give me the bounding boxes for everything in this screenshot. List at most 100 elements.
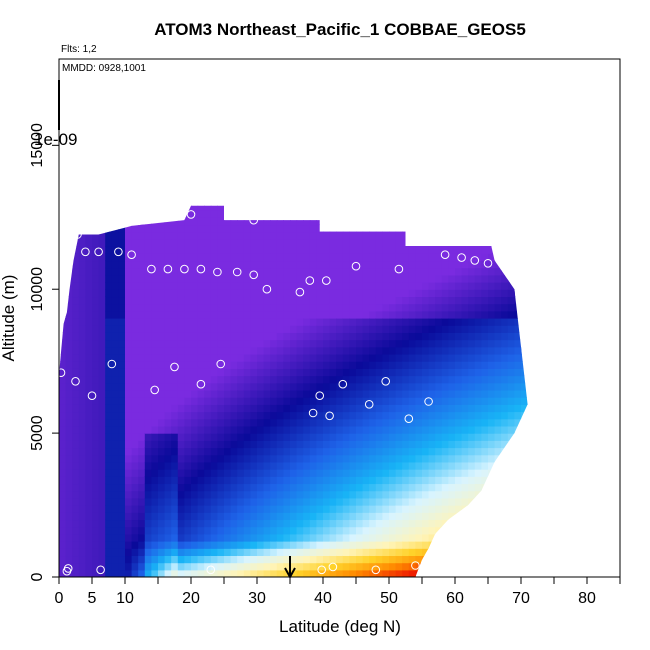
curtain-cell — [197, 418, 205, 427]
curtain-cell — [263, 296, 271, 305]
curtain-cell — [276, 519, 284, 528]
curtain-cell — [356, 274, 364, 283]
curtain-cell — [111, 375, 119, 384]
curtain-cell — [105, 519, 113, 528]
curtain-cell — [290, 361, 298, 369]
curtain-cell — [131, 497, 139, 506]
curtain-cell — [270, 526, 278, 535]
curtain-cell — [528, 325, 535, 333]
curtain-cell — [435, 253, 443, 262]
curtain-cell — [257, 555, 265, 564]
curtain-cell — [468, 246, 476, 254]
curtain-cell — [316, 346, 324, 355]
curtain-cell — [191, 353, 199, 362]
curtain-cell — [474, 325, 482, 333]
curtain-cell — [323, 519, 331, 528]
curtain-cell — [151, 440, 159, 449]
curtain-cell — [92, 425, 100, 434]
curtain-cell — [303, 217, 311, 226]
curtain-cell — [151, 454, 159, 463]
curtain-cell — [144, 260, 152, 269]
curtain-cell — [408, 476, 416, 485]
curtain-cell — [415, 274, 423, 283]
curtain-cell — [323, 260, 331, 269]
curtain-cell — [270, 382, 278, 391]
curtain-cell — [382, 217, 390, 226]
curtain-cell — [59, 282, 67, 290]
curtain-cell — [263, 205, 271, 211]
curtain-cell — [59, 325, 67, 333]
curtain-cell — [276, 447, 284, 456]
curtain-cell — [382, 519, 390, 528]
curtain-cell — [92, 217, 100, 226]
curtain-cell — [369, 569, 377, 577]
curtain-cell — [151, 505, 159, 513]
curtain-cell — [204, 332, 212, 341]
curtain-cell — [435, 476, 443, 485]
curtain-cell — [276, 382, 284, 391]
curtain-cell — [85, 418, 93, 427]
curtain-cell — [78, 332, 86, 341]
curtain-cell — [164, 274, 172, 283]
curtain-cell — [125, 497, 133, 506]
curtain-cell — [435, 562, 443, 571]
curtain-cell — [389, 382, 397, 391]
curtain-cell — [501, 274, 509, 283]
curtain-cell — [283, 325, 291, 333]
curtain-cell — [382, 454, 390, 463]
curtain-cell — [177, 397, 185, 405]
curtain-cell — [342, 296, 350, 305]
curtain-cell — [521, 533, 528, 542]
curtain-cell — [461, 375, 469, 384]
curtain-cell — [59, 425, 67, 434]
curtain-cell — [323, 361, 331, 369]
curtain-cell — [435, 303, 443, 312]
curtain-cell — [72, 210, 80, 218]
curtain-cell — [422, 411, 430, 420]
curtain-cell — [210, 397, 218, 405]
curtain-cell — [455, 526, 463, 535]
curtain-cell — [309, 512, 317, 521]
curtain-cell — [144, 461, 152, 470]
curtain-cell — [521, 548, 528, 557]
curtain-cell — [507, 418, 515, 427]
curtain-cell — [158, 205, 166, 211]
curtain-cell — [105, 260, 113, 269]
curtain-cell — [72, 353, 80, 362]
curtain-cell — [171, 562, 179, 571]
curtain-cell — [494, 368, 502, 377]
curtain-cell — [296, 533, 304, 542]
curtain-cell — [349, 368, 357, 377]
curtain-cell — [217, 411, 225, 420]
curtain-cell — [105, 246, 113, 254]
curtain-cell — [514, 389, 522, 398]
curtain-cell — [428, 505, 436, 513]
curtain-cell — [323, 368, 331, 377]
curtain-cell — [111, 210, 119, 218]
curtain-cell — [224, 526, 232, 535]
curtain-cell — [448, 325, 456, 333]
curtain-cell — [441, 274, 449, 283]
curtain-cell — [329, 260, 337, 269]
curtain-cell — [237, 318, 245, 326]
curtain-cell — [237, 418, 245, 427]
curtain-cell — [191, 440, 199, 449]
curtain-cell — [296, 562, 304, 571]
curtain-cell — [336, 267, 344, 276]
curtain-cell — [514, 274, 522, 283]
curtain-cell — [158, 318, 166, 326]
curtain-cell — [481, 461, 489, 470]
curtain-cell — [237, 533, 245, 542]
curtain-cell — [197, 562, 205, 571]
curtain-cell — [422, 231, 430, 240]
curtain-cell — [230, 361, 238, 369]
curtain-cell — [177, 361, 185, 369]
curtain-cell — [164, 246, 172, 254]
curtain-cell — [455, 447, 463, 456]
observation-point — [325, 411, 334, 421]
curtain-cell — [276, 469, 284, 477]
curtain-cell — [369, 217, 377, 226]
curtain-cell — [375, 389, 383, 398]
curtain-cell — [217, 318, 225, 326]
curtain-cell — [78, 389, 86, 398]
